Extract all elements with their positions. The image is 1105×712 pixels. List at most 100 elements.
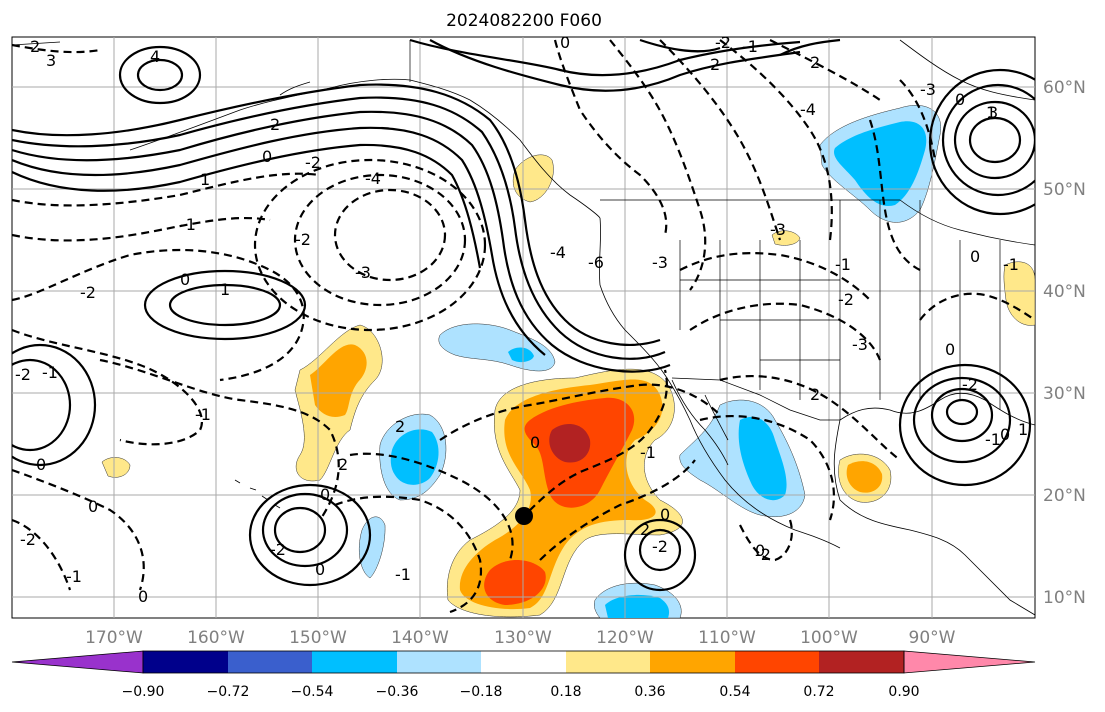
contour-dashed-low-2 [293,173,467,307]
contour-low-1b [143,269,307,341]
contour-dashed-low-3 [253,158,487,332]
contour-dashed-23 [899,79,937,161]
contour-labels: 2 3 4 2 0 1 -1 -2 -4 -3 -2 0 1 -2 -1 -1 … [15,33,1028,606]
coastline-mexico [833,419,1035,616]
contour-label: -2 [715,33,731,52]
contour-label: -2 [270,540,286,559]
lon-tick-label: 170°W [85,628,143,648]
contour-label: -3 [920,80,936,99]
contour-dashed-18 [689,302,882,361]
contour-label: -1 [985,430,1001,449]
contour-label: -2 [838,290,854,309]
colorbar-tick-label: −0.54 [291,684,334,700]
colorbar-extend-left [11,650,144,674]
contour-label: -1 [742,37,758,56]
contour-label: 3 [988,103,998,122]
contour-dashed-10 [519,369,668,521]
contour-dashed-9 [349,452,514,561]
contour-cyclone-2 [638,528,682,572]
contour-dashed-6 [12,468,145,591]
contour-label: 0 [36,455,46,474]
colorbar-segment [481,651,566,673]
contour-label: 0 [320,485,330,504]
contour-jet-2 [12,96,666,360]
lat-tick-label: 50°N [1043,180,1086,200]
contour-label: -1 [195,405,211,424]
contour-dashed-16 [719,39,833,241]
contour-label: 0 [560,33,570,52]
contour-label: -2 [755,545,771,564]
contour-label: -4 [365,169,381,188]
contour-jet-4 [12,126,546,356]
contour-label: -1 [42,363,58,382]
contour-label: -1 [835,255,851,274]
colorbar-segment [143,651,228,673]
contour-dashed-14 [609,39,707,291]
contour-cyclone-1c [248,483,372,587]
colorbar-segment [228,651,312,673]
contour-gulf-4 [898,363,1032,487]
contour-label: -1 [66,567,82,586]
contour-label: -3 [355,263,371,282]
border-us-mexico [671,377,840,421]
border-us-canada [600,199,1035,246]
lon-tick-label: 140°W [391,628,449,648]
lon-tick-label: 150°W [289,628,347,648]
coastline-hudson [899,39,1035,101]
colorbar-segment [566,651,650,673]
colorbar-tick-label: 0.36 [634,684,665,700]
contour-label: 0 [88,497,98,516]
contour-label: 2 [30,37,40,56]
contour-label: 0 [945,340,955,359]
lat-tick-label: 60°N [1043,78,1086,98]
lon-tick-label: 110°W [698,628,756,648]
lat-tick-label: 10°N [1043,588,1086,608]
contour-label: 4 [150,47,160,66]
contour-north-top2 [429,39,801,92]
colorbar-frame [142,650,905,674]
coastline-alaska [129,78,601,219]
contour-label: 1 [1018,420,1028,439]
contour-dashed-4 [12,328,203,446]
contour-label: 0 [180,270,190,289]
colorbar-tick-label: −0.72 [207,684,250,700]
positive-blob-east [1003,261,1035,326]
contour-dashed-25 [739,519,793,562]
contour-dashed-5 [99,358,340,521]
contour-label: 0 [315,560,325,579]
contour-label: -2 [15,365,31,384]
negative-region-small [359,516,386,579]
negative-region-mexico-blue [738,416,787,501]
contour-label: 0 [530,433,540,452]
lon-tick-label: 130°W [494,628,552,648]
contour-label: -2 [80,283,96,302]
contour-label: 2 [338,455,348,474]
contour-label: -1 [395,565,411,584]
contour-dashed-21 [699,414,835,521]
positive-blob-west-orange [310,344,367,417]
lat-tick-label: 40°N [1043,282,1086,302]
colorbar-tick-label: 0.54 [719,684,750,700]
contour-label: -1 [180,215,196,234]
negative-region-north-blue [508,347,534,363]
contour-ring-west-2 [12,358,72,452]
anomaly-fills [101,105,1035,618]
colorbar-tick-label: 0.72 [803,684,834,700]
lat-tick-label: 20°N [1043,486,1086,506]
colorbar: −0.90 −0.72 −0.54 −0.36 −0.18 0.18 0.36 … [11,650,1036,700]
contour-dashed-22 [868,119,921,271]
location-marker [515,507,533,525]
contour-label: 0 [970,247,980,266]
contour-lines [12,38,1035,614]
colorbar-tick-label: −0.36 [376,684,419,700]
coastlines [12,39,1035,616]
positive-anomaly-darkred [549,424,591,463]
contour-north-top [409,38,801,77]
contour-dashed-2 [12,216,271,242]
contour-cyclone-2b [623,518,697,592]
contour-label: 0 [138,587,148,606]
contour-label: 0 [955,90,965,109]
contour-hudson-4 [928,68,1035,216]
contour-aleutian-1 [118,45,202,105]
contour-cyclone-1b [261,492,349,568]
